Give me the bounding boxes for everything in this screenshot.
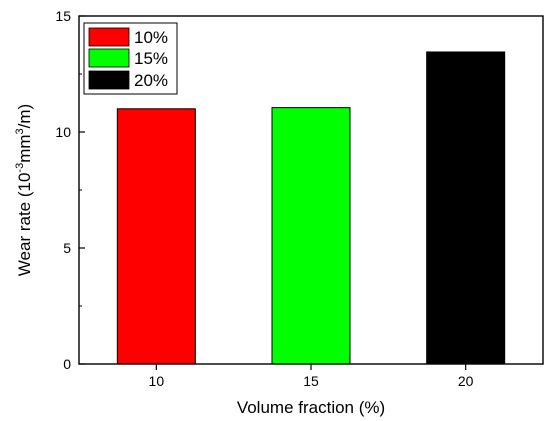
x-axis-title: Volume fraction (%) [237, 398, 385, 417]
x-tick-label-20: 20 [458, 373, 474, 389]
y-axis-title-part1: Wear rate (10 [15, 173, 34, 277]
y-axis-title-part3: /m) [15, 104, 34, 129]
x-tick-label-10: 10 [149, 373, 165, 389]
y-tick-label-5: 5 [63, 240, 71, 256]
y-tick-label-15: 15 [55, 8, 71, 24]
legend: 10% 15% 20% [83, 22, 178, 95]
bar-10 [116, 108, 196, 365]
legend-swatch-10 [88, 27, 130, 47]
legend-label-15: 15% [134, 49, 168, 68]
bar-15 [271, 107, 351, 365]
y-tick-label-10: 10 [55, 124, 71, 140]
x-ticks-group: 10 15 20 [149, 364, 474, 389]
legend-swatch-15 [88, 48, 130, 68]
y-tick-label-0: 0 [63, 356, 71, 372]
y-axis-title-sup1: -3 [14, 163, 26, 173]
bars-group [116, 51, 506, 365]
y-axis-title-part2: mm [15, 134, 34, 162]
legend-label-20: 20% [134, 71, 168, 90]
y-ticks-group: 0 5 10 15 [55, 8, 85, 372]
plot-frame [78, 15, 544, 365]
y-axis-title: Wear rate (10-3mm3/m) [14, 104, 34, 276]
legend-entry-20: 20% [88, 70, 168, 90]
y-axis-title-sup2: 3 [14, 128, 26, 134]
legend-entry-10: 10% [88, 27, 168, 47]
legend-entry-15: 15% [88, 48, 168, 68]
x-tick-label-15: 15 [303, 373, 319, 389]
legend-swatch-20 [88, 70, 130, 90]
bar-20 [426, 51, 506, 365]
legend-label-10: 10% [134, 28, 168, 47]
